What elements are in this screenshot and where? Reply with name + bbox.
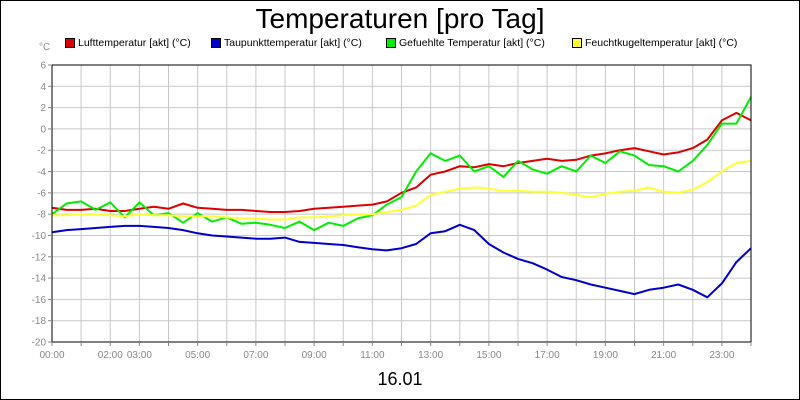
x-tick-label: 11:00 bbox=[360, 350, 385, 361]
y-tick-label: 4 bbox=[40, 82, 46, 93]
series-layer bbox=[51, 96, 752, 299]
x-tick-labels: 00:00 02:00 03:00 05:00 07:00 09:00 11:00 13:00… bbox=[39, 342, 752, 361]
x-tick-label: 02:00 bbox=[98, 350, 123, 361]
x-tick-label: 05:00 bbox=[185, 350, 210, 361]
y-tick-label: -6 bbox=[37, 188, 46, 199]
y-tick-label: 6 bbox=[40, 61, 46, 72]
x-tick-label: 17:00 bbox=[535, 350, 560, 361]
series-line-1 bbox=[51, 223, 752, 299]
y-tick-label: -8 bbox=[37, 210, 46, 221]
legend-swatch-gefuehlte-temperatur bbox=[386, 38, 396, 48]
x-tick-label: 00:00 bbox=[39, 350, 64, 361]
legend-item-lufttemperatur: Lufttemperatur [akt] (°C) bbox=[65, 37, 191, 49]
x-tick-label: 15:00 bbox=[476, 350, 501, 361]
legend-label-taupunkttemperatur: Taupunkttemperatur [akt] (°C) bbox=[224, 37, 362, 49]
legend-swatch-feuchtkugeltemperatur bbox=[572, 38, 582, 48]
y-tick-label: -16 bbox=[32, 295, 47, 306]
legend-item-taupunkttemperatur: Taupunkttemperatur [akt] (°C) bbox=[211, 37, 362, 49]
series-line-0 bbox=[51, 111, 752, 213]
y-tick-label: -18 bbox=[32, 316, 47, 327]
y-tick-label: -12 bbox=[32, 252, 47, 263]
y-tick-labels: 6 4 2 0 -2 -4 -6 -8 -10 -12 -14 -16 -18 -20 bbox=[32, 61, 52, 349]
legend: Lufttemperatur [akt] (°C) Taupunkttemper… bbox=[1, 37, 799, 55]
x-tick-label: 09:00 bbox=[302, 350, 327, 361]
series-line-3 bbox=[52, 159, 752, 221]
x-tick-label: 19:00 bbox=[593, 350, 618, 361]
legend-label-feuchtkugeltemperatur: Feuchtkugeltemperatur [akt] (°C) bbox=[585, 37, 738, 49]
y-tick-label: 2 bbox=[40, 103, 46, 114]
y-tick-label: -10 bbox=[32, 231, 47, 242]
legend-label-lufttemperatur: Lufttemperatur [akt] (°C) bbox=[78, 37, 191, 49]
x-axis-label: 16.01 bbox=[377, 369, 423, 389]
x-tick-label: 03:00 bbox=[127, 350, 152, 361]
legend-swatch-lufttemperatur bbox=[65, 38, 75, 48]
y-tick-label: 0 bbox=[40, 124, 46, 135]
y-tick-label: -2 bbox=[37, 146, 46, 157]
x-tick-label: 13:00 bbox=[418, 350, 443, 361]
x-tick-label: 21:00 bbox=[651, 350, 676, 361]
chart-title: Temperaturen [pro Tag] bbox=[255, 3, 545, 34]
x-tick-label: 07:00 bbox=[243, 350, 268, 361]
y-tick-label: -14 bbox=[32, 274, 47, 285]
y-axis-unit-label: °C bbox=[39, 42, 51, 53]
legend-item-feuchtkugeltemperatur: Feuchtkugeltemperatur [akt] (°C) bbox=[572, 37, 737, 49]
y-tick-label: -20 bbox=[32, 338, 47, 349]
y-tick-label: -4 bbox=[37, 167, 46, 178]
series-line-2 bbox=[51, 96, 752, 232]
legend-item-gefuehlte-temperatur: Gefuehlte Temperatur [akt] (°C) bbox=[386, 37, 545, 49]
legend-swatch-taupunkttemperatur bbox=[211, 38, 221, 48]
x-tick-label: 23:00 bbox=[709, 350, 734, 361]
grid-layer bbox=[51, 64, 752, 343]
legend-label-gefuehlte-temperatur: Gefuehlte Temperatur [akt] (°C) bbox=[399, 37, 545, 49]
